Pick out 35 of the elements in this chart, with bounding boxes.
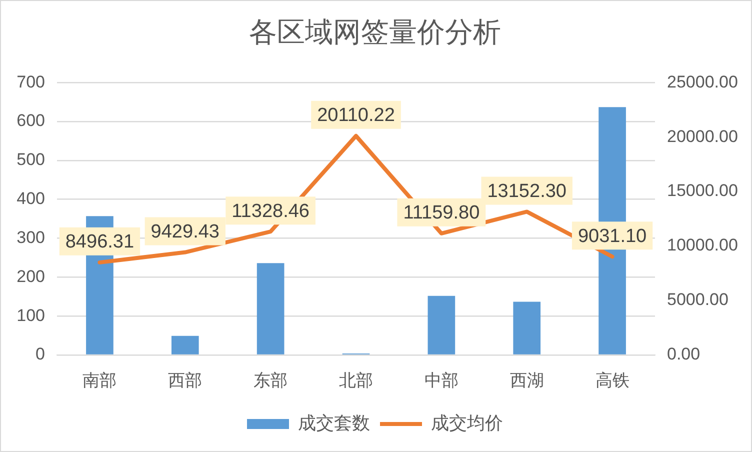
y-tick-label: 500 bbox=[16, 150, 45, 170]
x-tick-label: 高铁 bbox=[595, 370, 630, 390]
data-label: 20110.22 bbox=[317, 105, 395, 126]
y2-tick-label: 15000.00 bbox=[667, 181, 738, 200]
bar bbox=[513, 302, 541, 354]
y2-tick-label: 0.00 bbox=[667, 344, 700, 364]
x-tick-label: 中部 bbox=[424, 370, 458, 390]
data-label: 13152.30 bbox=[487, 180, 566, 202]
bar bbox=[171, 336, 199, 354]
y-tick-label: 400 bbox=[16, 189, 45, 208]
data-label: 11328.46 bbox=[232, 200, 310, 222]
data-label: 8496.31 bbox=[65, 232, 134, 253]
x-tick-label: 北部 bbox=[339, 370, 373, 390]
y-tick-label: 200 bbox=[16, 266, 45, 286]
data-label: 9429.43 bbox=[150, 221, 220, 242]
y-tick-label: 100 bbox=[16, 306, 45, 325]
bar bbox=[256, 263, 284, 354]
bar bbox=[428, 296, 456, 354]
y-tick-label: 700 bbox=[16, 72, 45, 92]
x-tick-label: 南部 bbox=[82, 370, 117, 390]
y2-tick-label: 5000.00 bbox=[667, 290, 728, 310]
y-tick-label: 600 bbox=[16, 111, 45, 130]
legend-label: 成交套数 bbox=[298, 412, 370, 433]
x-tick-label: 西湖 bbox=[510, 370, 544, 390]
y-tick-label: 0 bbox=[36, 344, 45, 364]
legend-label: 成交均价 bbox=[431, 412, 503, 433]
y2-tick-label: 10000.00 bbox=[667, 236, 738, 255]
data-label: 9031.10 bbox=[578, 226, 647, 247]
y-tick-label: 300 bbox=[16, 228, 45, 247]
x-tick-label: 西部 bbox=[168, 370, 202, 390]
data-label: 11159.80 bbox=[403, 202, 480, 224]
chart-title: 各区域网签量价分析 bbox=[249, 16, 501, 48]
y2-tick-label: 25000.00 bbox=[667, 72, 738, 92]
x-tick-label: 东部 bbox=[254, 370, 288, 390]
y2-tick-label: 20000.00 bbox=[667, 126, 738, 146]
